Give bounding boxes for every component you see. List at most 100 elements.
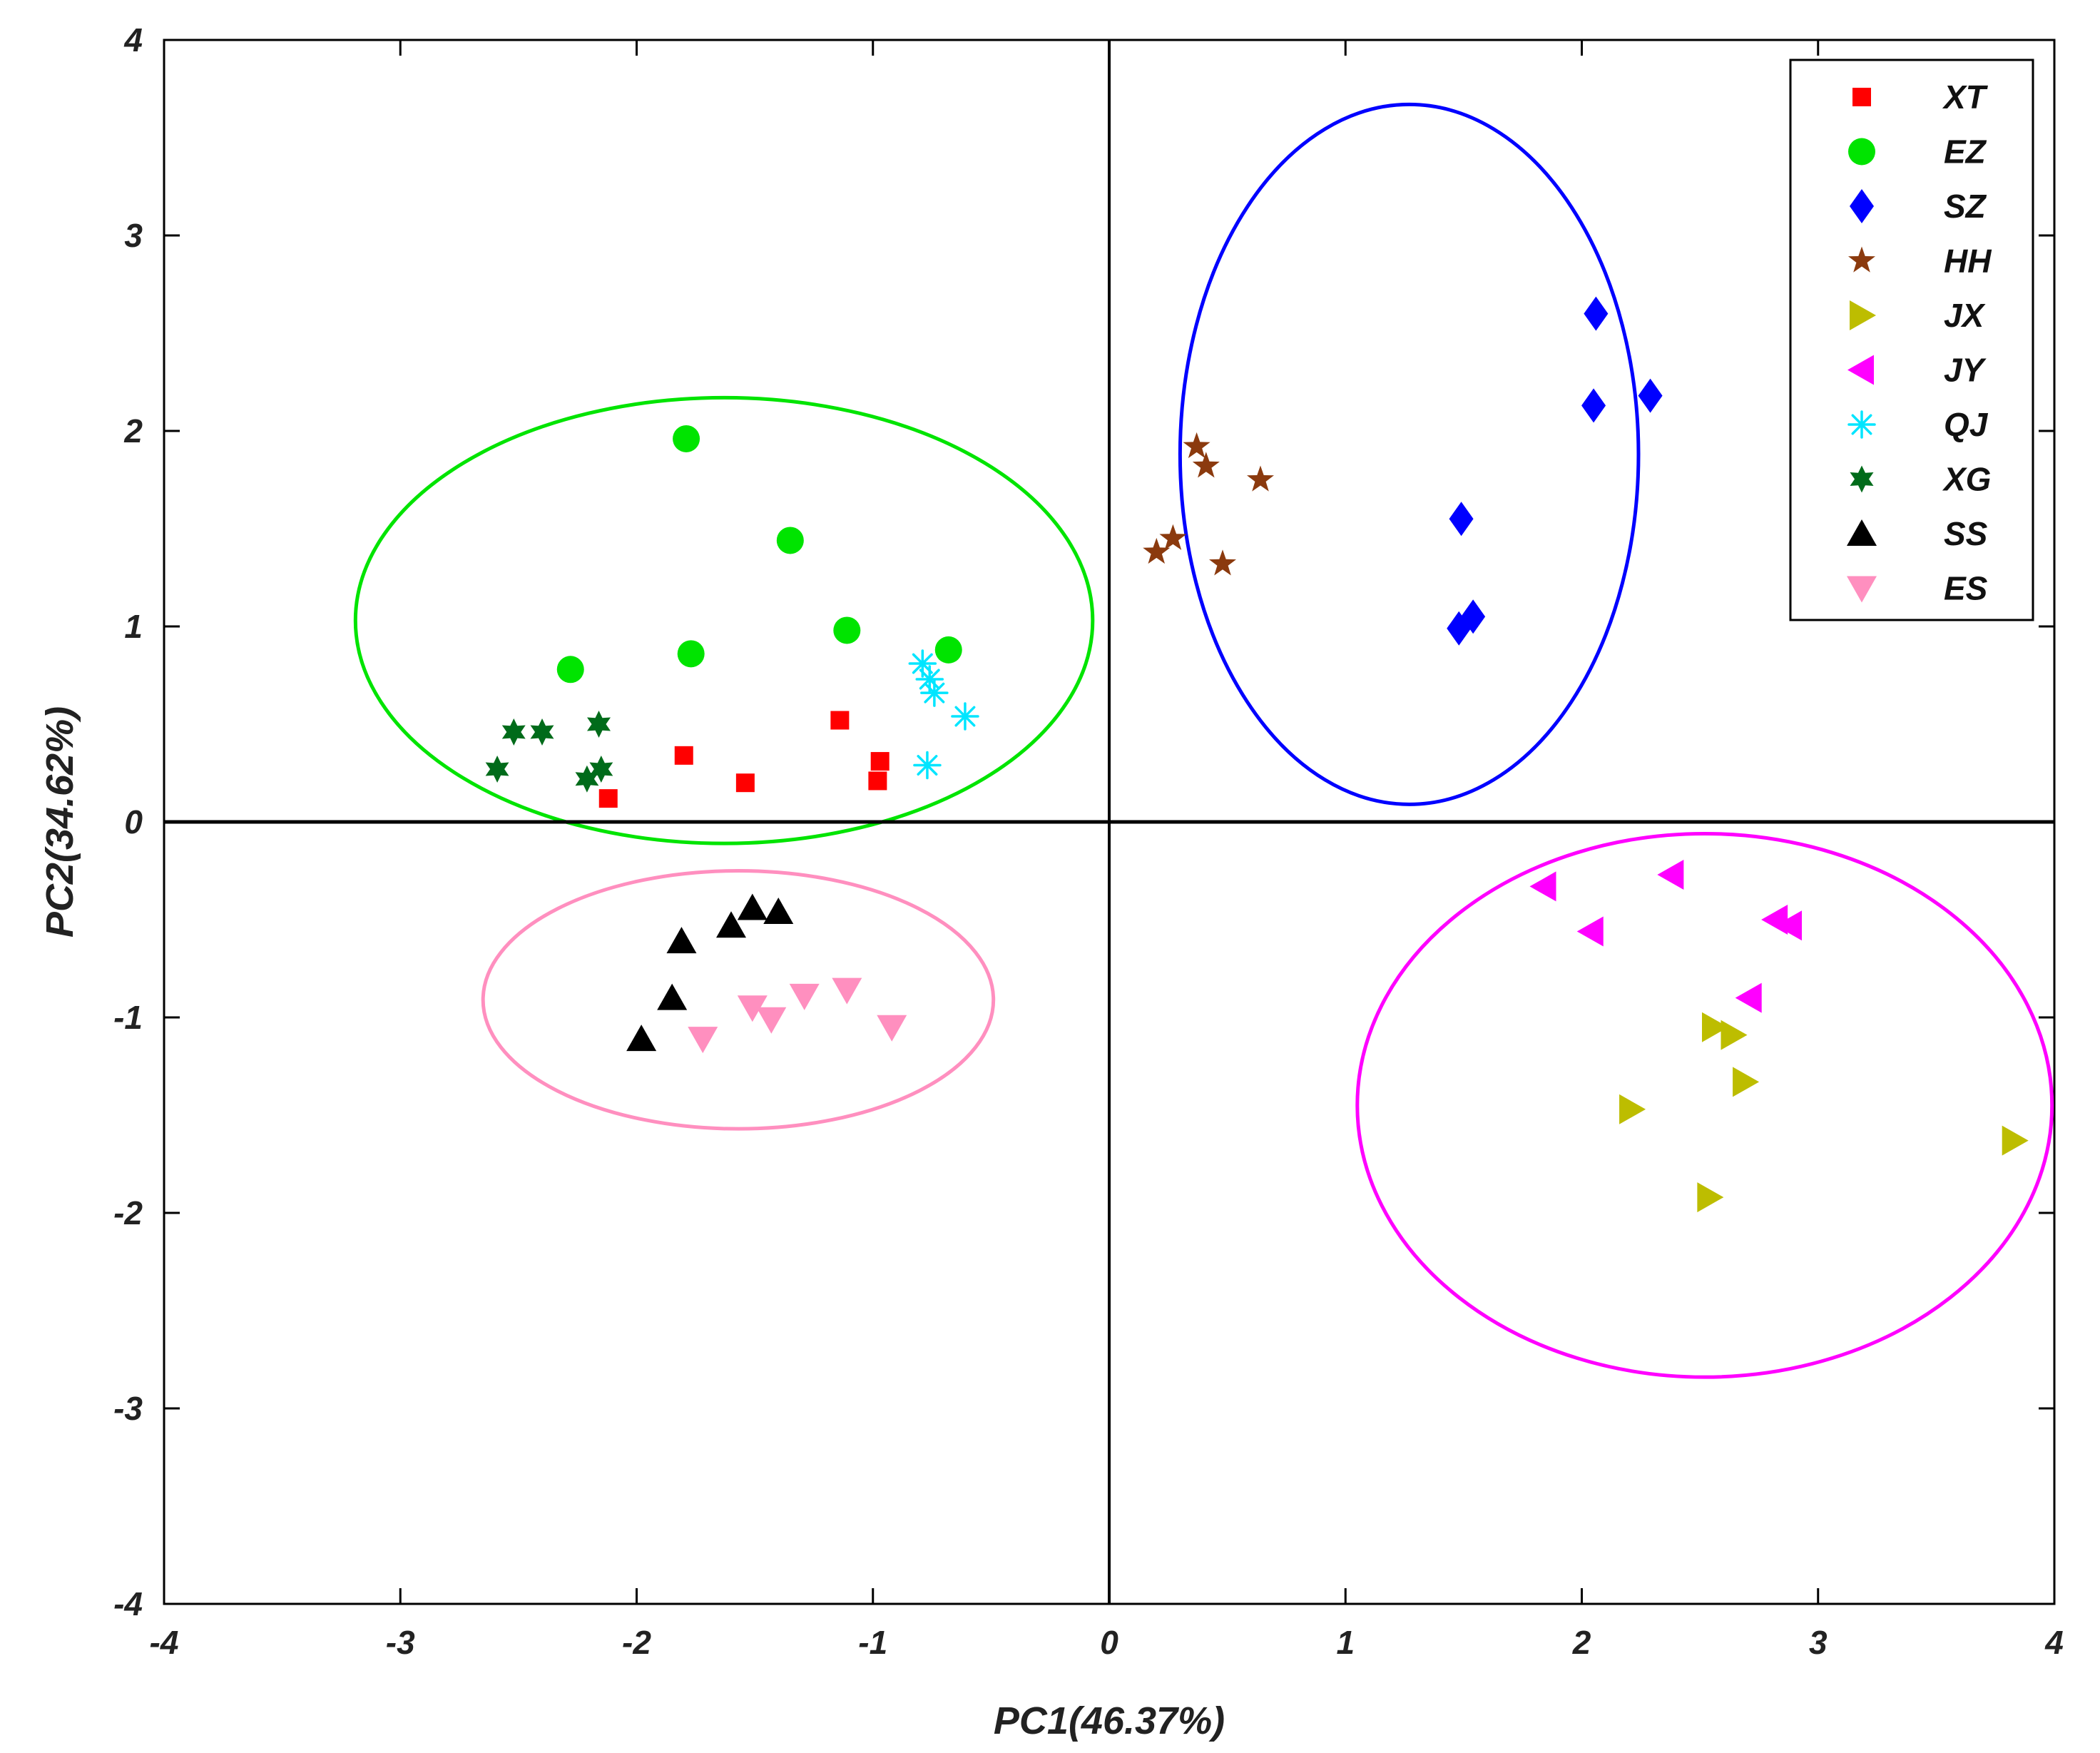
series-jx (1619, 1012, 2029, 1213)
point-ez (677, 640, 705, 668)
y-axis-title: PC2(34.62%) (39, 706, 81, 938)
x-tick-label: -3 (386, 1624, 415, 1661)
legend-marker-xg (1850, 465, 1874, 493)
point-ss (737, 893, 768, 920)
point-ez (673, 425, 700, 452)
legend-entry-jy: JY (1847, 352, 1987, 389)
legend-marker-es (1847, 576, 1877, 603)
point-jy (1529, 871, 1556, 902)
cluster-ellipse-1 (1178, 102, 1641, 806)
point-ez (934, 636, 962, 664)
legend-label-xt: XT (1942, 78, 1989, 116)
legend-label-xg: XG (1942, 461, 1991, 498)
legend-label-sz: SZ (1944, 188, 1987, 225)
point-ez (833, 616, 861, 644)
point-xg (530, 718, 554, 746)
point-qj (951, 702, 979, 731)
x-tick-label: -4 (150, 1624, 179, 1661)
point-jy (1657, 859, 1684, 890)
point-sz (1584, 296, 1609, 331)
point-sz (1447, 611, 1472, 646)
asterisk-stroke (912, 653, 933, 674)
cluster-ellipse-2 (481, 869, 996, 1131)
legend-entry-xt: XT (1852, 78, 1989, 116)
legend: XT EZ SZ HH JX JY QJ XG SS ES (1789, 59, 2034, 621)
point-jx (2002, 1125, 2029, 1156)
x-tick-label: -1 (858, 1624, 887, 1661)
point-es (688, 1027, 718, 1054)
point-ez (556, 656, 584, 684)
x-tick-label: 0 (1100, 1624, 1118, 1661)
cluster-ellipse-0 (353, 395, 1095, 845)
point-hh (1247, 465, 1274, 492)
series-qj (908, 649, 979, 780)
point-sz (1638, 378, 1663, 413)
legend-label-jx: JX (1944, 297, 1986, 334)
legend-label-ss: SS (1944, 515, 1988, 552)
point-qj (913, 751, 942, 780)
y-tick-label: 3 (124, 217, 143, 254)
point-es (832, 977, 862, 1005)
y-tick-label: -3 (113, 1390, 143, 1427)
point-xt (830, 711, 850, 730)
point-hh (1143, 537, 1171, 564)
legend-marker-ss (1847, 519, 1877, 546)
series-ss (626, 893, 794, 1052)
series-hh (1143, 432, 1274, 576)
y-tick-label: 4 (123, 21, 143, 59)
point-hh (1159, 524, 1187, 550)
asterisk-stroke (919, 669, 940, 690)
asterisk-stroke (1851, 414, 1872, 435)
legend-entry-qj: QJ (1847, 406, 1989, 443)
point-ss (666, 927, 697, 954)
x-tick-label: 4 (2044, 1624, 2064, 1661)
legend-entry-xg: XG (1850, 461, 1991, 498)
data-points (485, 296, 2029, 1213)
x-tick-label: 1 (1336, 1624, 1355, 1661)
point-qj (920, 679, 949, 707)
point-ss (716, 911, 746, 938)
cluster-ellipse-3 (1355, 831, 2054, 1379)
legend-entry-es: ES (1847, 570, 1988, 607)
point-ss (763, 898, 794, 925)
point-es (789, 983, 820, 1010)
point-hh (1192, 452, 1220, 478)
point-xt (868, 771, 887, 791)
point-jx (1697, 1182, 1724, 1213)
x-tick-label: -2 (622, 1624, 651, 1661)
series-ez (556, 425, 962, 684)
point-jx (1702, 1012, 1728, 1042)
point-ss (657, 983, 688, 1010)
legend-marker-qj (1847, 410, 1876, 439)
x-tick-label: 2 (1572, 1624, 1591, 1661)
legend-marker-sz (1850, 189, 1874, 223)
series-es (688, 977, 907, 1054)
y-tick-label: 0 (124, 803, 143, 840)
series-xg (485, 711, 613, 793)
legend-label-qj: QJ (1944, 406, 1989, 443)
point-xg (485, 756, 509, 783)
point-hh (1209, 549, 1236, 576)
zero-reference-lines (164, 40, 2054, 1604)
point-xt (674, 746, 693, 765)
legend-entry-jx: JX (1850, 297, 1986, 334)
point-jy (1775, 910, 1802, 941)
legend-label-ez: EZ (1944, 133, 1987, 171)
asterisk-stroke (917, 755, 938, 776)
point-ss (626, 1025, 657, 1052)
series-sz (1447, 296, 1663, 646)
y-tick-label: 1 (124, 608, 143, 645)
legend-entry-ez: EZ (1848, 133, 1987, 171)
point-jy (1576, 916, 1604, 947)
point-xg (575, 765, 599, 793)
point-xg (589, 756, 613, 783)
asterisk-stroke (954, 706, 976, 727)
legend-entry-sz: SZ (1850, 188, 1987, 225)
legend-marker-ez (1848, 138, 1875, 166)
point-jx (1733, 1067, 1760, 1097)
y-tick-label: -1 (113, 999, 143, 1036)
legend-box (1789, 59, 2034, 621)
legend-marker-hh (1848, 246, 1875, 273)
point-es (756, 1007, 787, 1034)
